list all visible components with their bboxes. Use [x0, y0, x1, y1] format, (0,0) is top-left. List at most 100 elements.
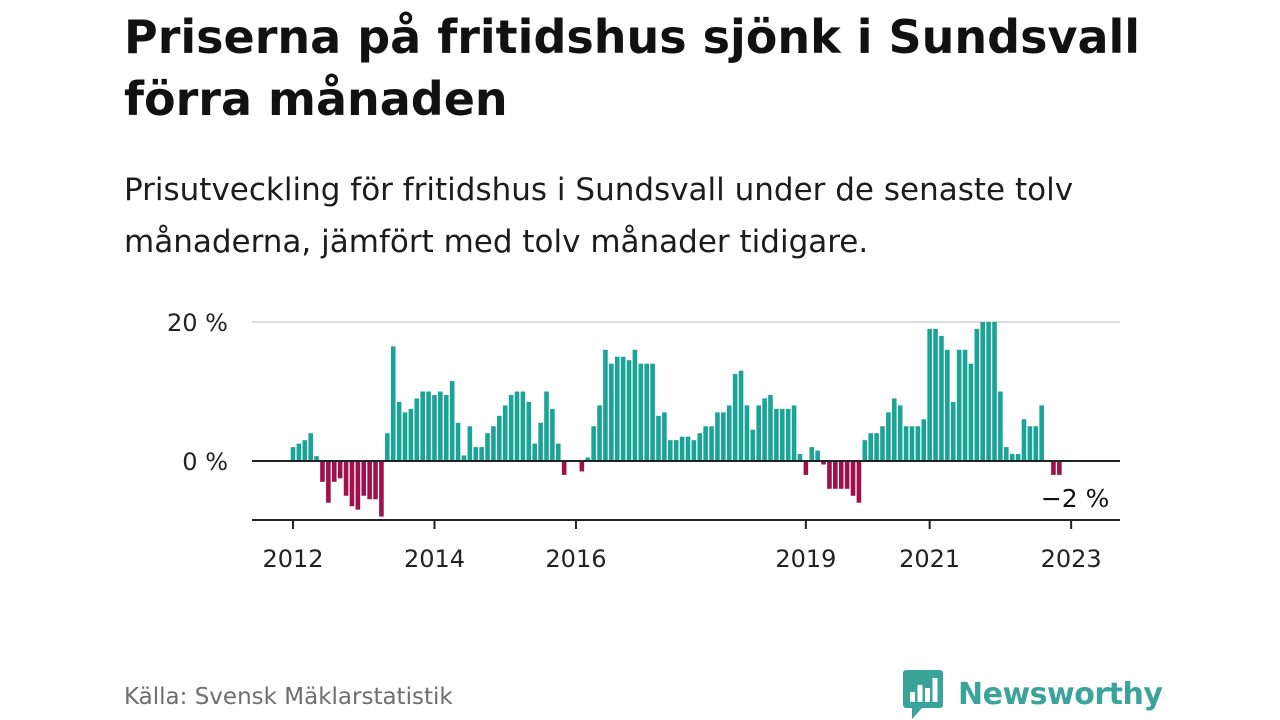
bar: [844, 461, 850, 489]
bar: [679, 436, 685, 461]
bar: [673, 440, 679, 461]
bar: [355, 461, 361, 510]
bar: [945, 349, 950, 461]
y-tick-label: 20 %: [167, 309, 228, 337]
bar: [561, 461, 567, 475]
bar: [656, 415, 661, 461]
bar: [827, 461, 832, 489]
bar: [968, 363, 974, 461]
bar: [373, 461, 378, 500]
bar: [449, 381, 455, 461]
bar: [337, 461, 343, 479]
bar: [1051, 461, 1056, 475]
y-tick-label: 0 %: [182, 448, 228, 476]
x-tick-label: 2016: [545, 545, 606, 573]
bar: [1004, 447, 1009, 461]
bar: [314, 456, 319, 461]
x-tick-label: 2023: [1041, 545, 1102, 573]
bar: [797, 454, 803, 461]
bar: [390, 346, 396, 461]
last-value-annotation: −2 %: [1041, 484, 1110, 513]
bar-layer: [290, 322, 1062, 517]
bar: [779, 408, 785, 462]
chart-subtitle: Prisutveckling för fritidshus i Sundsval…: [124, 172, 1074, 260]
bar: [438, 391, 443, 461]
bar-chart: 20 % 0 % 2012 2014 2016 2019 2021 2023 −2 %: [167, 309, 1120, 573]
bar: [544, 391, 549, 461]
bar: [821, 461, 826, 465]
bar: [597, 405, 602, 461]
x-tick-label: 2021: [899, 545, 960, 573]
bar: [762, 398, 767, 461]
bar: [491, 426, 496, 461]
bar: [632, 349, 638, 461]
bar: [998, 391, 1003, 461]
bar: [833, 461, 838, 489]
bar: [620, 356, 626, 461]
bar: [874, 433, 879, 461]
bar: [614, 356, 620, 461]
bar: [638, 363, 644, 461]
bar: [721, 412, 726, 461]
bar: [538, 422, 543, 462]
bar: [950, 401, 956, 461]
x-tick-label: 2019: [775, 545, 836, 573]
brand-name: Newsworthy: [958, 676, 1163, 712]
bar: [331, 461, 337, 482]
bar: [461, 455, 467, 461]
bar: [927, 328, 932, 461]
bar: [349, 461, 355, 507]
bar: [738, 370, 744, 461]
bar: [555, 443, 561, 462]
bar: [886, 412, 891, 461]
bar: [308, 433, 313, 461]
bar: [662, 412, 667, 461]
bar: [791, 405, 797, 461]
bar: [1009, 454, 1015, 461]
bar: [974, 328, 980, 461]
bar: [644, 363, 649, 461]
bar: [626, 360, 632, 461]
bar: [856, 461, 862, 503]
bar: [809, 447, 815, 461]
bar: [550, 408, 555, 462]
bar: [915, 426, 921, 461]
bar: [585, 457, 591, 462]
bar: [933, 328, 938, 461]
x-tick-label: 2012: [262, 545, 323, 573]
bar: [385, 433, 390, 461]
bar: [502, 405, 508, 461]
bar: [868, 433, 874, 461]
bar: [479, 447, 484, 461]
bar: [815, 450, 820, 461]
bar: [361, 461, 367, 496]
bar: [579, 461, 585, 472]
bar: [1033, 426, 1039, 461]
bar: [992, 322, 997, 461]
bar: [609, 363, 614, 461]
x-tick-label: 2014: [404, 545, 465, 573]
bar: [838, 461, 844, 489]
bar: [962, 349, 968, 461]
bar: [909, 426, 915, 461]
bar: [880, 426, 885, 461]
bar: [520, 391, 526, 461]
bar: [697, 433, 703, 461]
bar: [862, 440, 868, 461]
bar: [591, 426, 596, 461]
bar: [467, 426, 473, 461]
bar: [603, 349, 608, 461]
bar: [750, 429, 756, 461]
bar: [726, 405, 732, 461]
newsworthy-logo-icon: [903, 670, 943, 719]
bar: [986, 322, 991, 461]
bar: [379, 461, 384, 517]
bar: [408, 408, 414, 462]
bar: [497, 415, 502, 461]
bar: [980, 322, 986, 461]
bar: [956, 349, 962, 461]
bar: [903, 426, 909, 461]
label-layer: 20 % 0 % 2012 2014 2016 2019 2021 2023 −2 %: [167, 309, 1109, 573]
bar: [709, 426, 714, 461]
bar: [485, 433, 490, 461]
